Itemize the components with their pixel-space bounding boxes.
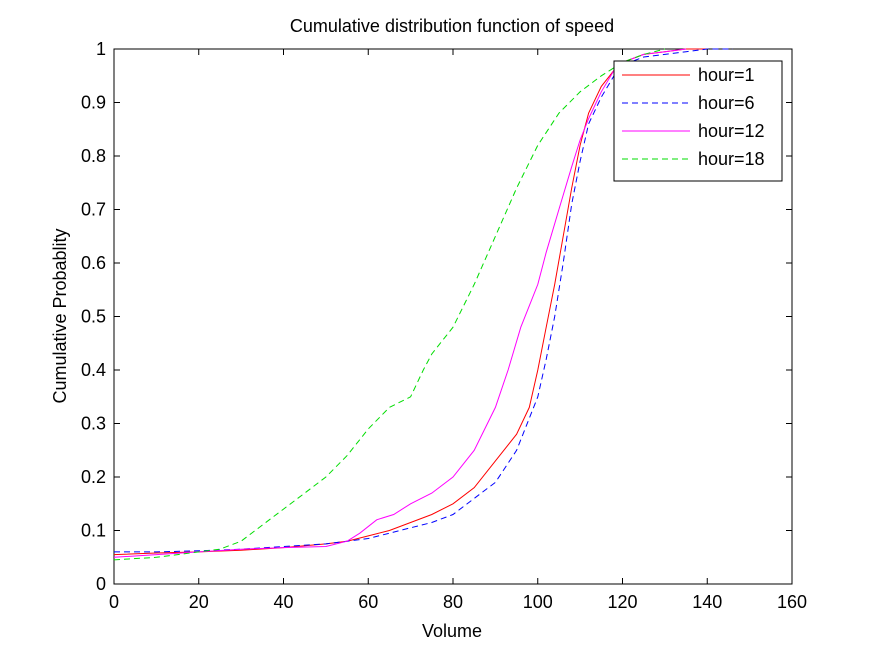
y-tick-label: 0.9 <box>81 93 106 113</box>
legend-label: hour=6 <box>698 93 755 113</box>
x-tick-label: 20 <box>189 592 209 612</box>
x-tick-label: 160 <box>777 592 807 612</box>
x-axis-label: Volume <box>422 621 482 641</box>
legend-box <box>613 60 783 182</box>
x-tick-label: 40 <box>273 592 293 612</box>
tick-layer: 0 20 40 60 80 100 120 140 160 0 0.1 0.2 0.3 0.4 0.5 0.6… <box>81 39 807 612</box>
x-tick-label: 60 <box>358 592 378 612</box>
legend-items: hour=1 hour=6 hour=12 hour=18 <box>622 65 765 169</box>
y-tick-label: 0.8 <box>81 146 106 166</box>
y-tick-label: 0.5 <box>81 307 106 327</box>
y-axis-label: Cumulative Probablity <box>50 228 70 403</box>
y-tick-label: 0 <box>96 574 106 594</box>
y-tick-label: 0.4 <box>81 360 106 380</box>
y-tick-label: 0.7 <box>81 200 106 220</box>
x-tick-label: 120 <box>607 592 637 612</box>
y-tick-label: 0.2 <box>81 467 106 487</box>
legend: hour=1 hour=6 hour=12 hour=18 <box>613 60 783 182</box>
y-tick-label: 1 <box>96 39 106 59</box>
legend-label: hour=18 <box>698 149 765 169</box>
x-tick-label: 100 <box>523 592 553 612</box>
y-tick-label: 0.3 <box>81 414 106 434</box>
y-tick-label: 0.1 <box>81 521 106 541</box>
series-line-hour-18 <box>113 48 666 561</box>
series-line-hour-12 <box>113 48 687 558</box>
legend-label: hour=12 <box>698 121 765 141</box>
chart-title: Cumulative distribution function of spee… <box>290 16 614 36</box>
y-tick-label: 0.6 <box>81 253 106 273</box>
legend-label: hour=1 <box>698 65 755 85</box>
x-tick-label: 80 <box>443 592 463 612</box>
x-tick-label: 140 <box>692 592 722 612</box>
x-tick-label: 0 <box>109 592 119 612</box>
